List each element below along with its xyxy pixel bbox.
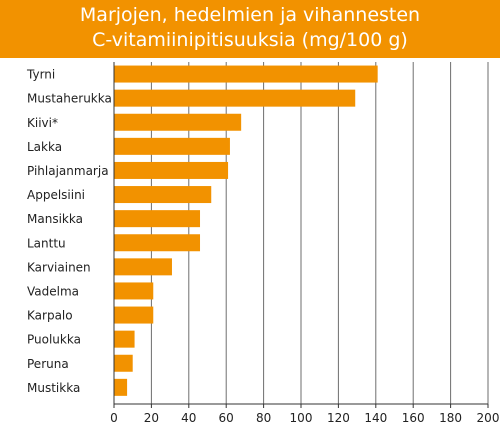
x-tick-label: 180 [439,411,462,425]
x-tick-label: 100 [290,411,313,425]
x-tick-label: 160 [402,411,425,425]
category-label: Appelsiini [27,188,85,202]
category-label: Mansikka [27,212,83,226]
bar [114,330,135,348]
x-tick-label: 200 [477,411,500,425]
category-label: Puolukka [27,333,81,347]
category-label: Lakka [27,140,62,154]
bar-chart: Tyrni Mustaherukka Kiivi* Lakka Pihlajanmarj… [26,62,500,425]
bar [114,186,212,204]
bar [114,137,230,155]
x-tick-label: 140 [364,411,387,425]
bar [114,258,172,276]
x-tick-label: 80 [256,411,271,425]
x-tick-label: 40 [181,411,196,425]
chart-title-band: Marjojen, hedelmien ja vihannesten C-vit… [0,0,500,58]
bar [114,113,242,131]
category-label: Vadelma [27,284,79,298]
category-label: Peruna [27,357,69,371]
bar [114,65,378,83]
category-label: Tyrni [26,68,55,82]
category-label: Karpalo [27,309,73,323]
category-label: Mustaherukka [27,92,112,106]
category-label: Mustikka [27,381,80,395]
chart-title-line-2: C-vitamiinipitisuuksia (mg/100 g) [92,29,408,51]
x-tick-label: 0 [110,411,118,425]
x-tick-label: 20 [144,411,159,425]
chart-title-line-1: Marjojen, hedelmien ja vihannesten [79,4,421,26]
bar [114,282,154,300]
bar [114,210,201,228]
x-tick-label: 60 [219,411,234,425]
category-label: Kiivi* [27,116,58,130]
bar [114,234,201,252]
category-label: Pihlajanmarja [27,164,109,178]
bar [114,306,154,324]
x-tick-label: 120 [327,411,350,425]
bar [114,378,128,396]
bar [114,354,133,372]
category-label: Lanttu [27,236,66,250]
category-label: Karviainen [27,260,91,274]
bar [114,161,229,179]
bar [114,89,356,107]
